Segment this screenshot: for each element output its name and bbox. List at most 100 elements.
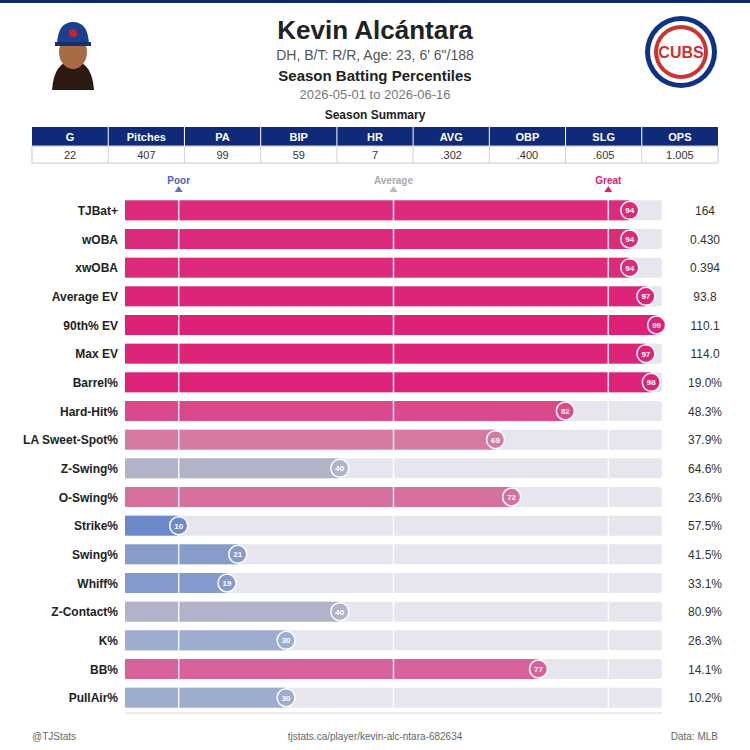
data-label: 30: [282, 636, 291, 645]
table-cell: 59: [293, 149, 305, 161]
table-divider: [184, 146, 185, 163]
percentile-marker: [529, 660, 547, 678]
labels: TJBat+164wOBA0.430xwOBA0.394Average EV93…: [23, 204, 722, 705]
footer-left: @TJStats: [32, 731, 76, 742]
stat-value: 10.2%: [688, 691, 722, 705]
category-label: Z-Swing%: [61, 462, 119, 476]
data-label: 97: [641, 292, 650, 301]
bar: [125, 286, 646, 306]
table-header: OBP: [516, 131, 540, 143]
background: [0, 0, 750, 750]
percentile-marker: [170, 517, 188, 535]
table-body: [32, 146, 718, 163]
grid: [179, 193, 609, 712]
footer-right: Data: MLB: [671, 731, 719, 742]
tick-mark: [604, 186, 612, 192]
table-header: Pitches: [127, 131, 166, 143]
category-label: Hard-Hit%: [60, 405, 118, 419]
stat-value: 0.430: [690, 233, 720, 247]
table-header: G: [66, 131, 75, 143]
data-label: 21: [233, 550, 242, 559]
percentile-marker: [277, 689, 295, 707]
stat-value: 23.6%: [688, 491, 722, 505]
data-label: 30: [282, 694, 291, 703]
summary-title: Season Summary: [325, 108, 426, 122]
bar: [125, 372, 651, 392]
percentile-marker: [621, 201, 639, 219]
logo-inner: [658, 29, 704, 75]
axis-line: [125, 713, 662, 714]
table-header: OPS: [668, 131, 691, 143]
data-label: 19: [223, 579, 232, 588]
data-label: 72: [507, 493, 516, 502]
player-subtitle: DH, B/T: R/R, Age: 23, 6' 6"/188: [276, 47, 474, 63]
data-label: 98: [647, 378, 656, 387]
table-divider: [413, 146, 414, 163]
data-label: 97: [641, 350, 650, 359]
bar: [125, 659, 538, 679]
stat-value: 14.1%: [688, 663, 722, 677]
table-header-divider: [413, 127, 414, 146]
bar: [125, 430, 496, 450]
percentile-marker: [218, 574, 236, 592]
table-header: AVG: [440, 131, 463, 143]
grid-line: [608, 193, 610, 712]
table-cell: 407: [137, 149, 155, 161]
bar: [125, 487, 512, 507]
tick-mark: [175, 186, 183, 192]
stat-value: 48.3%: [688, 405, 722, 419]
table-divider: [489, 146, 490, 163]
tick-mark: [390, 186, 398, 192]
bar: [125, 688, 286, 708]
table-header-divider: [489, 127, 490, 146]
table-header: PA: [215, 131, 230, 143]
table-cell: 99: [216, 149, 228, 161]
percentile-marker: [637, 287, 655, 305]
table-cell: .302: [441, 149, 462, 161]
tick-label: Poor: [167, 175, 190, 186]
data-label: 82: [561, 407, 570, 416]
percentile-marker: [277, 631, 295, 649]
data-label: 99: [652, 321, 661, 330]
stat-value: 37.9%: [688, 433, 722, 447]
percentile-marker: [331, 459, 349, 477]
table-header-divider: [108, 127, 109, 146]
stat-value: 19.0%: [688, 376, 722, 390]
table-cell: 1.005: [666, 149, 694, 161]
logo-outer: [645, 16, 717, 88]
table-cell: 7: [372, 149, 378, 161]
data-label: 40: [335, 608, 344, 617]
chart-title: Season Batting Percentiles: [278, 67, 471, 84]
data-label: 10: [174, 522, 183, 531]
table-divider: [336, 146, 337, 163]
bar: [125, 544, 238, 564]
table-header-divider: [260, 127, 261, 146]
category-label: O-Swing%: [59, 491, 119, 505]
percentile-marker: [487, 431, 505, 449]
table-header: SLG: [592, 131, 615, 143]
percentile-marker: [642, 373, 660, 391]
bar: [125, 573, 227, 593]
percentile-marker: [503, 488, 521, 506]
percentile-marker: [229, 545, 247, 563]
table-header-divider: [336, 127, 337, 146]
summary-table: GPitchesPABIPHRAVGOBPSLGOPS2240799597.30…: [32, 127, 718, 163]
page: Kevin Alcántara DH, B/T: R/R, Age: 23, 6'…: [0, 0, 750, 750]
stat-value: 57.5%: [688, 519, 722, 533]
stat-value: 26.3%: [688, 634, 722, 648]
category-label: 90th% EV: [63, 319, 118, 333]
category-label: Z-Contact%: [51, 605, 118, 619]
table-header: HR: [367, 131, 383, 143]
stat-value: 41.5%: [688, 548, 722, 562]
player-name: Kevin Alcántara: [277, 15, 473, 45]
table-header-divider: [641, 127, 642, 146]
category-label: xwOBA: [75, 261, 118, 275]
bar: [125, 258, 630, 278]
stat-value: 93.8: [693, 290, 717, 304]
stat-value: 64.6%: [688, 462, 722, 476]
bar: [125, 344, 646, 364]
category-label: Swing%: [72, 548, 118, 562]
table-header-divider: [184, 127, 185, 146]
logo-text: CUBS: [658, 44, 704, 61]
data-label: 77: [534, 665, 543, 674]
